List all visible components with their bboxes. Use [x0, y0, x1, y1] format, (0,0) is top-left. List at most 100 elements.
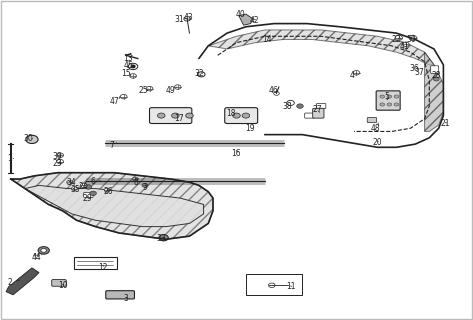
Circle shape — [395, 35, 403, 40]
FancyBboxPatch shape — [149, 108, 192, 124]
Text: 44: 44 — [32, 253, 42, 262]
Polygon shape — [208, 30, 434, 65]
Circle shape — [394, 103, 399, 106]
Circle shape — [90, 191, 96, 196]
Circle shape — [233, 113, 240, 118]
Circle shape — [353, 70, 359, 75]
Text: 37: 37 — [414, 68, 424, 77]
Text: 7: 7 — [109, 141, 114, 150]
Polygon shape — [25, 185, 203, 227]
Text: 47: 47 — [109, 97, 119, 106]
Text: 19: 19 — [245, 124, 254, 133]
Circle shape — [105, 188, 110, 192]
Circle shape — [403, 42, 409, 46]
Text: 2: 2 — [8, 278, 12, 287]
Text: 26: 26 — [104, 187, 114, 196]
Circle shape — [158, 113, 165, 118]
Circle shape — [85, 185, 92, 189]
Circle shape — [242, 113, 250, 118]
Text: 14: 14 — [262, 35, 272, 44]
Circle shape — [380, 95, 385, 98]
Text: 4: 4 — [349, 71, 354, 80]
FancyBboxPatch shape — [431, 66, 438, 73]
Text: 43: 43 — [184, 13, 193, 22]
Text: 8: 8 — [133, 178, 138, 187]
Text: 46: 46 — [268, 86, 278, 95]
Text: 1: 1 — [8, 154, 12, 163]
Text: 18: 18 — [226, 108, 236, 117]
Text: 5: 5 — [385, 92, 389, 101]
FancyBboxPatch shape — [106, 291, 134, 299]
Circle shape — [409, 35, 417, 40]
Text: 25: 25 — [139, 86, 148, 95]
Polygon shape — [11, 173, 213, 239]
Text: 49: 49 — [166, 86, 175, 95]
Circle shape — [131, 65, 135, 68]
Text: 31: 31 — [175, 15, 184, 24]
Text: 50: 50 — [407, 35, 416, 44]
Text: 10: 10 — [58, 281, 67, 291]
Text: 41: 41 — [400, 42, 410, 51]
Text: 34: 34 — [66, 178, 76, 187]
Text: 27: 27 — [313, 105, 322, 114]
Text: 6: 6 — [91, 177, 96, 186]
FancyBboxPatch shape — [305, 113, 314, 118]
Text: 44: 44 — [33, 253, 41, 258]
Text: 32: 32 — [194, 69, 204, 78]
Circle shape — [434, 77, 439, 81]
Text: 15: 15 — [121, 69, 131, 78]
Circle shape — [172, 113, 179, 118]
Text: 20: 20 — [373, 138, 382, 147]
FancyBboxPatch shape — [84, 192, 93, 197]
Circle shape — [380, 103, 385, 106]
FancyBboxPatch shape — [367, 117, 377, 123]
Circle shape — [274, 92, 279, 95]
Text: 22: 22 — [392, 35, 401, 44]
Circle shape — [132, 177, 138, 181]
Polygon shape — [239, 14, 253, 25]
Text: 12: 12 — [98, 263, 107, 272]
Circle shape — [269, 283, 275, 288]
Text: 45: 45 — [123, 61, 133, 70]
Circle shape — [184, 17, 191, 21]
FancyBboxPatch shape — [376, 91, 400, 110]
Circle shape — [175, 85, 181, 89]
Polygon shape — [425, 52, 443, 132]
FancyBboxPatch shape — [313, 108, 324, 118]
Text: 21: 21 — [441, 119, 450, 128]
Circle shape — [297, 104, 303, 108]
Text: 9: 9 — [143, 183, 148, 192]
Text: 33: 33 — [157, 234, 166, 243]
Circle shape — [41, 249, 46, 252]
Text: 30: 30 — [24, 134, 34, 143]
Text: 38: 38 — [282, 102, 292, 111]
Text: 48: 48 — [370, 124, 380, 133]
Circle shape — [130, 74, 136, 78]
Text: 11: 11 — [286, 282, 295, 292]
Circle shape — [287, 100, 294, 105]
Text: 17: 17 — [175, 114, 184, 123]
Text: 36: 36 — [409, 63, 419, 73]
Circle shape — [159, 235, 168, 241]
Text: 23: 23 — [52, 159, 61, 168]
Text: 29: 29 — [82, 194, 92, 203]
Circle shape — [186, 113, 193, 118]
Circle shape — [197, 72, 205, 77]
Circle shape — [26, 135, 38, 143]
Text: 40: 40 — [236, 10, 245, 19]
Circle shape — [57, 159, 63, 164]
Circle shape — [142, 183, 148, 187]
Circle shape — [67, 180, 72, 184]
Circle shape — [71, 187, 77, 190]
Text: 28: 28 — [431, 71, 441, 80]
FancyBboxPatch shape — [225, 108, 258, 124]
Text: 39: 39 — [52, 152, 62, 161]
Circle shape — [387, 95, 392, 98]
FancyBboxPatch shape — [74, 257, 116, 269]
Circle shape — [128, 63, 138, 69]
Text: 35: 35 — [71, 185, 80, 194]
FancyBboxPatch shape — [316, 104, 326, 108]
Circle shape — [394, 95, 399, 98]
Circle shape — [57, 153, 63, 157]
Text: 13: 13 — [123, 54, 133, 63]
